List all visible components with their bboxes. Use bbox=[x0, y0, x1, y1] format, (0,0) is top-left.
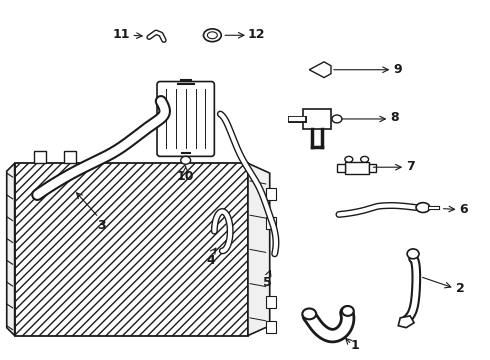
Ellipse shape bbox=[332, 115, 342, 123]
Ellipse shape bbox=[342, 306, 354, 316]
Text: 12: 12 bbox=[248, 28, 266, 41]
Bar bbox=[337, 164, 345, 172]
Polygon shape bbox=[7, 163, 15, 336]
Bar bbox=[303, 109, 331, 129]
Bar bbox=[368, 164, 376, 172]
Text: 11: 11 bbox=[113, 28, 130, 41]
Bar bbox=[266, 321, 276, 333]
Ellipse shape bbox=[181, 156, 191, 164]
Ellipse shape bbox=[361, 156, 368, 162]
Bar bbox=[64, 152, 76, 163]
Bar bbox=[345, 162, 368, 174]
Bar bbox=[266, 188, 276, 200]
Text: 6: 6 bbox=[460, 203, 468, 216]
Text: 2: 2 bbox=[456, 282, 465, 295]
Polygon shape bbox=[398, 316, 414, 328]
Ellipse shape bbox=[203, 29, 221, 42]
Text: 1: 1 bbox=[351, 339, 360, 352]
Text: 9: 9 bbox=[393, 63, 402, 76]
Text: 8: 8 bbox=[391, 112, 399, 125]
Bar bbox=[266, 296, 276, 308]
Bar bbox=[15, 163, 248, 336]
Polygon shape bbox=[309, 62, 331, 78]
Text: 3: 3 bbox=[98, 219, 106, 233]
Ellipse shape bbox=[207, 32, 218, 39]
Polygon shape bbox=[248, 163, 270, 336]
Ellipse shape bbox=[416, 203, 430, 212]
FancyBboxPatch shape bbox=[157, 82, 214, 156]
Text: 7: 7 bbox=[406, 160, 415, 173]
Text: 4: 4 bbox=[206, 254, 215, 267]
Bar bbox=[266, 217, 276, 229]
Text: 10: 10 bbox=[177, 170, 195, 183]
Text: 5: 5 bbox=[263, 276, 272, 289]
Ellipse shape bbox=[407, 249, 419, 259]
Ellipse shape bbox=[345, 156, 353, 162]
Ellipse shape bbox=[302, 309, 316, 319]
Bar bbox=[34, 152, 46, 163]
